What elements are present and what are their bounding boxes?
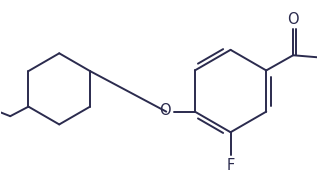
Text: O: O: [159, 103, 170, 118]
Text: O: O: [287, 12, 299, 27]
Text: F: F: [226, 158, 235, 173]
